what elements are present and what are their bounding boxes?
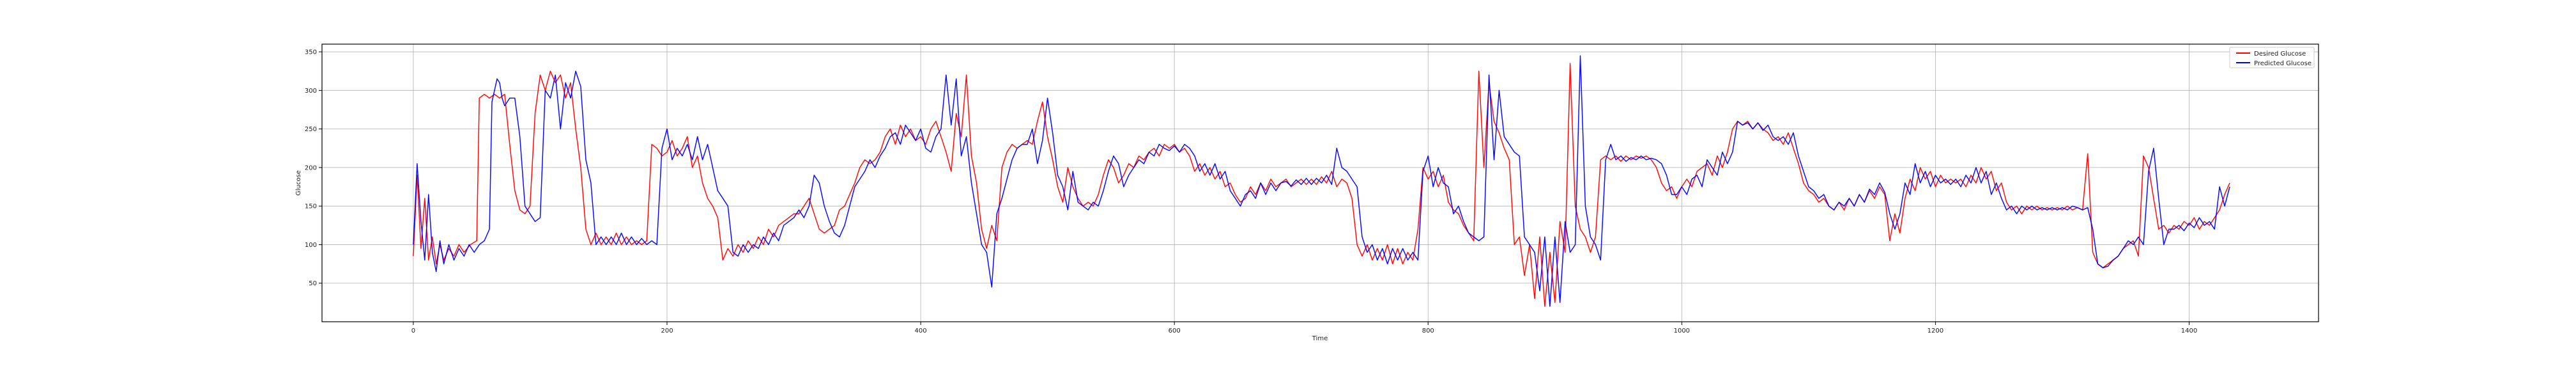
legend-box — [2229, 47, 2315, 68]
y-tick-label: 200 — [305, 164, 317, 171]
y-tick-label: 100 — [305, 242, 317, 249]
grid-lines — [322, 44, 2319, 322]
x-axis-ticks: 0 200 400 600 800 1000 1200 1400 — [411, 322, 2197, 335]
plot-area-frame — [321, 43, 2319, 322]
y-tick-label: 300 — [305, 88, 317, 95]
x-tick-label: 600 — [1169, 328, 1181, 335]
x-tick-label: 400 — [915, 328, 927, 335]
y-tick-label: 50 — [309, 280, 317, 287]
x-tick-label: 1400 — [2181, 328, 2197, 335]
legend-label-desired: Desired Glucose — [2254, 51, 2306, 58]
predicted-glucose-line — [413, 55, 2230, 307]
y-axis-ticks: 50 100 150 200 250 300 350 — [305, 49, 322, 287]
y-tick-label: 350 — [305, 49, 317, 56]
x-axis-label: Time — [1312, 335, 1328, 342]
y-tick-label: 150 — [305, 203, 317, 210]
desired-glucose-line — [413, 63, 2230, 307]
x-tick-label: 200 — [661, 328, 673, 335]
legend: Desired Glucose Predicted Glucose — [2229, 47, 2315, 68]
x-tick-label: 0 — [411, 328, 415, 335]
x-tick-label: 1000 — [1674, 328, 1690, 335]
y-tick-label: 250 — [305, 126, 317, 133]
y-axis-label: Glucose — [295, 170, 302, 196]
series-lines — [413, 55, 2230, 307]
x-tick-label: 1200 — [1928, 328, 1943, 335]
legend-label-predicted: Predicted Glucose — [2254, 60, 2312, 67]
x-tick-label: 800 — [1422, 328, 1434, 335]
